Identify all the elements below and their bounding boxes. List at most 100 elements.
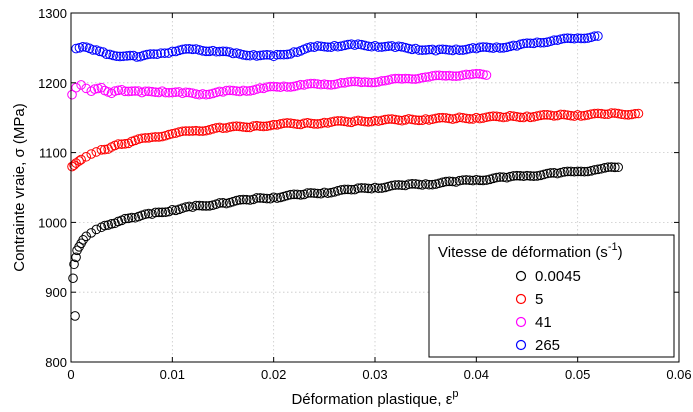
data-point bbox=[157, 207, 167, 218]
y-axis-label-symbol: σ bbox=[11, 148, 28, 158]
data-point bbox=[211, 123, 222, 133]
data-point bbox=[339, 184, 350, 195]
tick-layer: 0 0.01 0.02 0.03 0.04 0.05 0.06 800 900 1000 1100 1… bbox=[38, 6, 692, 382]
x-tick-label: 0.02 bbox=[261, 367, 286, 382]
data-point bbox=[539, 110, 549, 120]
data-point bbox=[508, 171, 519, 181]
data-point bbox=[512, 170, 522, 181]
data-point bbox=[370, 77, 380, 88]
data-point bbox=[407, 114, 417, 125]
data-point bbox=[518, 38, 529, 49]
data-point bbox=[427, 179, 438, 190]
series-265 bbox=[71, 31, 603, 62]
data-point bbox=[339, 78, 350, 88]
data-point bbox=[194, 200, 205, 211]
data-point bbox=[170, 87, 181, 97]
data-point bbox=[133, 134, 144, 144]
data-point bbox=[373, 42, 384, 52]
data-point bbox=[96, 145, 107, 155]
data-point bbox=[464, 43, 475, 54]
x-tick-label: 0.03 bbox=[362, 367, 387, 382]
series-41 bbox=[67, 68, 492, 100]
data-point bbox=[336, 78, 347, 88]
data-point bbox=[181, 126, 191, 136]
data-point bbox=[535, 110, 546, 121]
data-point bbox=[454, 45, 465, 56]
data-point bbox=[71, 158, 81, 168]
data-point bbox=[441, 44, 451, 55]
data-point bbox=[302, 79, 313, 89]
data-point bbox=[312, 188, 323, 199]
data-point bbox=[441, 71, 451, 81]
data-point bbox=[454, 175, 465, 186]
data-point bbox=[157, 131, 167, 142]
data-point bbox=[255, 50, 265, 61]
series-0.0045 bbox=[68, 162, 624, 321]
data-point bbox=[420, 179, 431, 189]
data-point bbox=[326, 79, 336, 90]
data-point bbox=[147, 86, 157, 97]
data-point bbox=[181, 87, 191, 98]
data-point bbox=[393, 73, 404, 84]
data-point bbox=[322, 188, 333, 198]
data-point bbox=[532, 37, 542, 48]
data-point bbox=[167, 87, 178, 98]
data-point bbox=[292, 189, 303, 200]
data-point bbox=[201, 89, 211, 100]
data-point bbox=[132, 52, 142, 62]
data-point bbox=[302, 188, 313, 198]
y-tick-label: 1300 bbox=[38, 6, 67, 21]
data-point bbox=[140, 86, 151, 97]
data-point bbox=[245, 195, 255, 205]
data-point bbox=[390, 73, 401, 84]
data-point bbox=[424, 72, 434, 82]
data-point bbox=[437, 44, 448, 55]
data-point bbox=[279, 49, 289, 60]
data-point bbox=[150, 207, 161, 218]
data-point bbox=[522, 38, 532, 49]
data-point bbox=[71, 43, 81, 54]
data-point bbox=[626, 109, 637, 120]
data-point bbox=[434, 113, 444, 123]
data-point bbox=[488, 173, 499, 184]
data-point bbox=[115, 51, 125, 62]
data-point bbox=[370, 115, 380, 126]
data-point bbox=[238, 194, 249, 205]
data-point bbox=[437, 112, 448, 123]
data-point bbox=[468, 69, 478, 79]
data-point bbox=[397, 42, 407, 52]
data-point bbox=[76, 80, 86, 90]
data-point bbox=[309, 119, 320, 129]
data-point bbox=[71, 82, 81, 93]
data-point bbox=[343, 77, 353, 87]
data-point bbox=[204, 201, 215, 211]
data-point bbox=[370, 182, 380, 193]
data-point bbox=[333, 41, 343, 52]
data-point bbox=[620, 109, 630, 120]
data-point bbox=[258, 193, 269, 204]
data-point bbox=[515, 112, 526, 123]
data-point bbox=[255, 193, 265, 203]
data-point bbox=[410, 74, 421, 84]
data-point bbox=[241, 194, 252, 205]
data-point bbox=[407, 74, 417, 84]
legend-title: Vitesse de déformation (s-1) bbox=[438, 241, 623, 261]
data-point bbox=[211, 46, 222, 57]
data-point bbox=[363, 77, 374, 88]
data-point bbox=[390, 42, 401, 53]
data-point bbox=[613, 108, 624, 119]
y-axis-label: Contrainte vraie, σ (MPa) bbox=[11, 103, 28, 272]
data-point bbox=[414, 45, 424, 55]
data-point bbox=[363, 117, 374, 127]
data-point bbox=[167, 128, 178, 139]
data-point bbox=[363, 183, 374, 194]
data-point bbox=[140, 133, 151, 143]
data-point bbox=[167, 46, 178, 57]
data-point bbox=[525, 171, 536, 181]
data-point bbox=[346, 184, 357, 195]
data-point bbox=[447, 176, 458, 187]
data-point bbox=[120, 86, 130, 97]
data-point bbox=[403, 73, 414, 84]
y-tick-label: 900 bbox=[45, 285, 67, 300]
data-point bbox=[512, 111, 522, 122]
